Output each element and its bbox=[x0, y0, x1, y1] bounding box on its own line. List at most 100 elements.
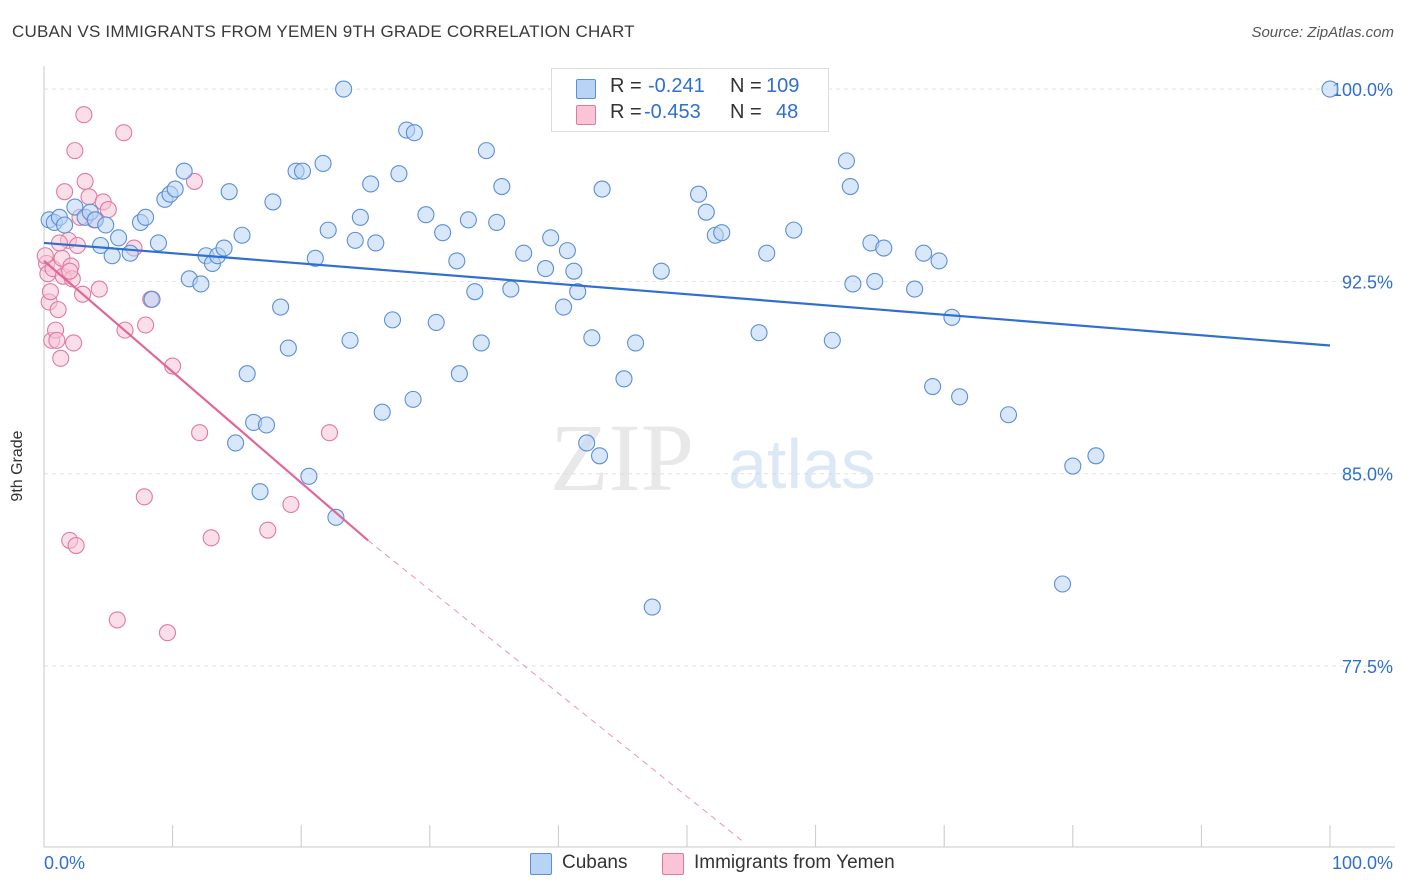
yemen-point bbox=[48, 331, 66, 349]
cubans-point bbox=[515, 244, 533, 262]
cubans-point bbox=[459, 211, 477, 229]
cubans-point bbox=[466, 283, 484, 301]
cubans-point bbox=[346, 231, 364, 249]
cubans-point bbox=[279, 339, 297, 357]
trend-lines bbox=[43, 241, 1331, 844]
cubans-point bbox=[930, 252, 948, 270]
cubans-point bbox=[999, 406, 1018, 424]
yemen-point bbox=[52, 349, 70, 367]
cubans-point bbox=[56, 216, 74, 234]
yemen-point bbox=[191, 424, 209, 442]
cubans-point bbox=[314, 154, 332, 172]
yemen-point bbox=[90, 280, 108, 298]
cubans-point bbox=[450, 365, 468, 383]
cubans-point bbox=[750, 324, 768, 342]
cubans-point bbox=[319, 221, 337, 239]
yemen-point bbox=[202, 529, 220, 547]
bottom-legend-swatch-cubans bbox=[530, 853, 552, 875]
cubans-point bbox=[220, 183, 238, 201]
cubans-point bbox=[1064, 457, 1082, 475]
cubans-point bbox=[137, 208, 155, 226]
yemen-point bbox=[56, 183, 74, 201]
yemen-trend-line bbox=[43, 260, 369, 542]
cubans-point bbox=[583, 329, 601, 347]
cubans-point bbox=[785, 221, 803, 239]
cubans-point bbox=[554, 298, 573, 316]
cubans-point bbox=[591, 447, 609, 465]
cubans-point bbox=[417, 206, 435, 224]
cubans-point bbox=[643, 598, 661, 616]
cubans-point bbox=[383, 311, 402, 329]
cubans-point bbox=[66, 198, 84, 216]
cubans-point bbox=[593, 180, 611, 198]
cubans-point bbox=[569, 283, 587, 301]
cubans-point bbox=[149, 234, 168, 252]
cubans-point bbox=[558, 242, 576, 260]
cubans-point bbox=[300, 467, 318, 485]
cubans-point bbox=[434, 224, 452, 242]
yemen-point bbox=[99, 201, 117, 219]
cubans-point bbox=[758, 244, 776, 262]
yemen-point bbox=[108, 611, 126, 629]
cubans-point bbox=[472, 334, 490, 352]
yemen-point bbox=[76, 172, 94, 190]
yemen-point bbox=[135, 488, 153, 506]
y-axis-label: 9th Grade bbox=[9, 430, 26, 502]
yemen-point bbox=[185, 172, 204, 190]
yemen-point bbox=[115, 124, 133, 142]
y-tick-label: 100.0% bbox=[1332, 80, 1393, 100]
bottom-legend-label: Immigrants from Yemen bbox=[694, 852, 895, 873]
legend-swatch-yemen bbox=[576, 105, 596, 125]
cubans-point bbox=[373, 403, 391, 421]
cubans-point bbox=[272, 298, 290, 316]
y-tick-label: 77.5% bbox=[1342, 657, 1393, 677]
x-tick-label: 0.0% bbox=[44, 853, 85, 873]
cubans-points bbox=[40, 80, 1339, 616]
cubans-point bbox=[493, 177, 511, 196]
x-tick-label: 100.0% bbox=[1332, 853, 1393, 873]
cubans-point bbox=[542, 229, 560, 247]
yemen-point bbox=[75, 106, 93, 124]
legend-r-label: R = bbox=[610, 75, 642, 97]
legend-n-label: N = bbox=[730, 101, 762, 123]
cubans-point bbox=[341, 331, 359, 349]
legend-r-value: -0.241 bbox=[648, 75, 705, 97]
cubans-point bbox=[837, 152, 856, 170]
cubans-trend-line bbox=[43, 241, 1331, 347]
chart-title: CUBAN VS IMMIGRANTS FROM YEMEN 9TH GRADE… bbox=[12, 22, 635, 41]
cubans-point bbox=[565, 262, 583, 280]
cubans-point bbox=[1053, 575, 1072, 593]
cubans-point bbox=[477, 142, 495, 160]
legend-n-value: 48 bbox=[776, 101, 799, 123]
cubans-point bbox=[866, 272, 884, 290]
tick-labels: 100.0% 92.5% 85.0% 77.5% 0.0% 100.0% bbox=[44, 80, 1393, 873]
yemen-point bbox=[137, 316, 155, 334]
cubans-point bbox=[697, 203, 715, 221]
cubans-point bbox=[1321, 80, 1339, 98]
correlation-legend: R = -0.241 N = 109 R = -0.453 N = 48 bbox=[551, 68, 829, 132]
legend-r-value: -0.453 bbox=[644, 101, 701, 123]
cubans-point bbox=[690, 185, 708, 203]
cubans-point bbox=[404, 390, 422, 408]
yemen-point bbox=[49, 301, 67, 319]
y-tick-label: 92.5% bbox=[1342, 272, 1393, 292]
cubans-point bbox=[427, 313, 445, 331]
cubans-point bbox=[306, 249, 324, 267]
cubans-point bbox=[251, 483, 269, 501]
yemen-point bbox=[158, 624, 177, 642]
axes bbox=[43, 66, 1395, 848]
source-label: Source: ZipAtlas.com bbox=[1251, 24, 1394, 41]
cubans-point bbox=[175, 162, 193, 180]
cubans-point bbox=[578, 434, 596, 452]
cubans-point bbox=[233, 226, 251, 244]
bottom-legend-swatch-yemen bbox=[662, 853, 684, 875]
cubans-point bbox=[335, 80, 353, 98]
cubans-point bbox=[121, 244, 139, 262]
cubans-point bbox=[536, 260, 555, 278]
cubans-point bbox=[615, 370, 633, 388]
cubans-point bbox=[823, 331, 841, 349]
legend-n-value: 109 bbox=[766, 75, 800, 97]
yemen-points bbox=[36, 106, 339, 642]
cubans-point bbox=[227, 434, 245, 452]
cubans-point bbox=[841, 177, 859, 196]
